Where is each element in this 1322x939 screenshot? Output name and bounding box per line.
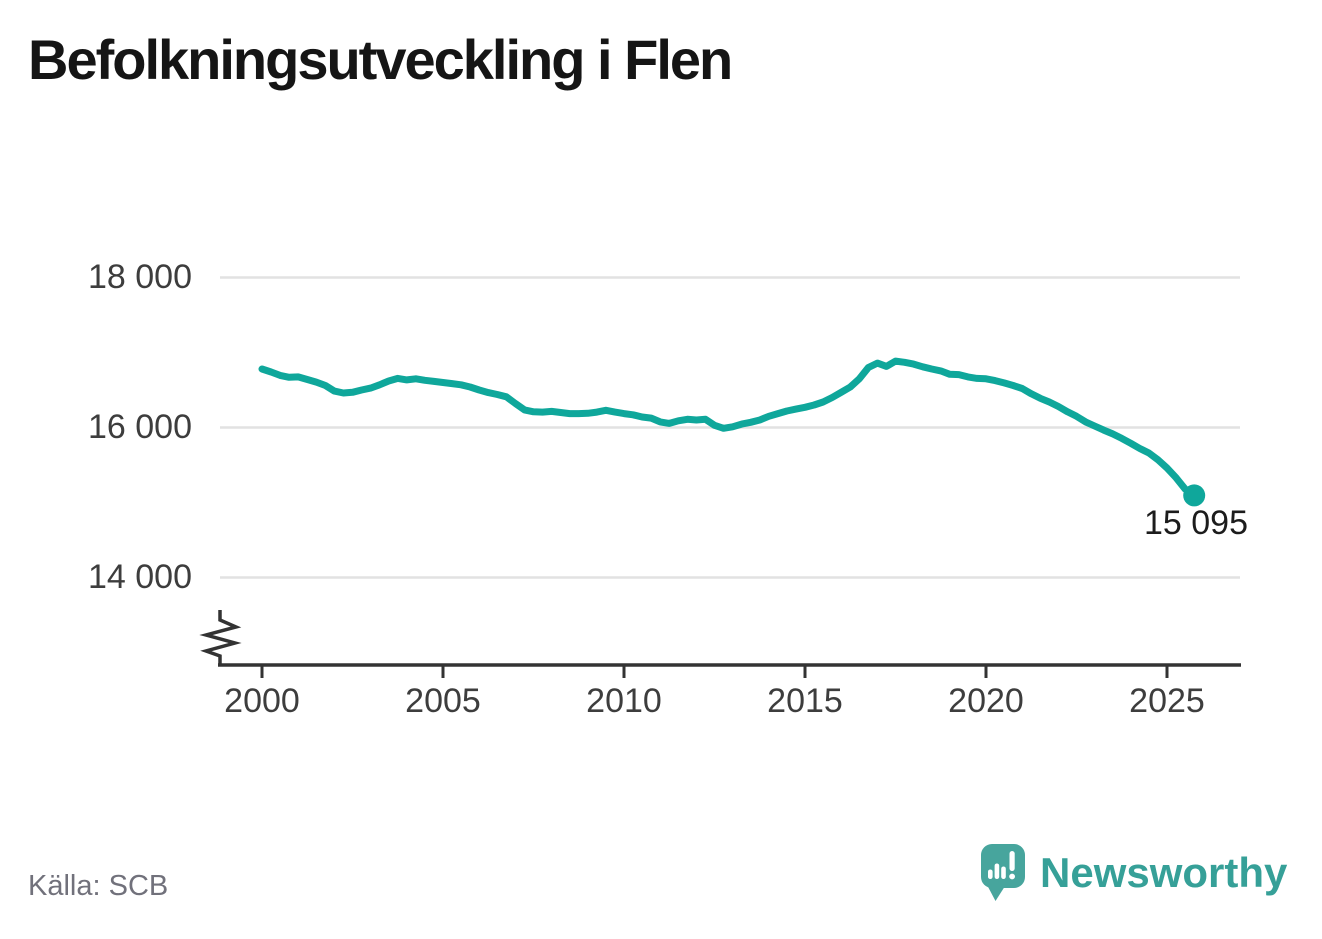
newsworthy-logo-text: Newsworthy: [1040, 849, 1288, 896]
y-axis-label-18000: 18 000: [88, 258, 192, 296]
end-point-dot: [1183, 484, 1206, 507]
end-value-label: 15 095: [1144, 504, 1248, 542]
logo-speech-bubble-tail: [986, 883, 1007, 901]
newsworthy-logo-icon: [981, 844, 1025, 901]
x-axis-label-2020: 2020: [948, 682, 1024, 720]
x-axis-label-2010: 2010: [586, 682, 662, 720]
logo-exclamation-bar: [1009, 851, 1015, 871]
y-axis-label-14000: 14 000: [88, 558, 192, 596]
logo-speech-bubble: [981, 844, 1025, 888]
axis-break-icon: [199, 610, 242, 664]
x-axis-ticks: [260, 665, 1169, 678]
source-label: Källa: SCB: [28, 870, 169, 902]
y-axis-label-16000: 16 000: [88, 408, 192, 446]
logo-exclamation-dot: [1009, 873, 1015, 880]
population-line: [258, 357, 1198, 499]
x-axis-label-2025: 2025: [1129, 682, 1205, 720]
x-axis-label-2015: 2015: [767, 682, 843, 720]
x-axis-label-2000: 2000: [224, 682, 300, 720]
page-title: Befolkningsutveckling i Flen: [28, 28, 733, 91]
x-axis-label-2005: 2005: [405, 682, 481, 720]
logo-bar-chart-icon: [988, 851, 1015, 880]
newsworthy-logo: Newsworthy: [980, 843, 1287, 903]
